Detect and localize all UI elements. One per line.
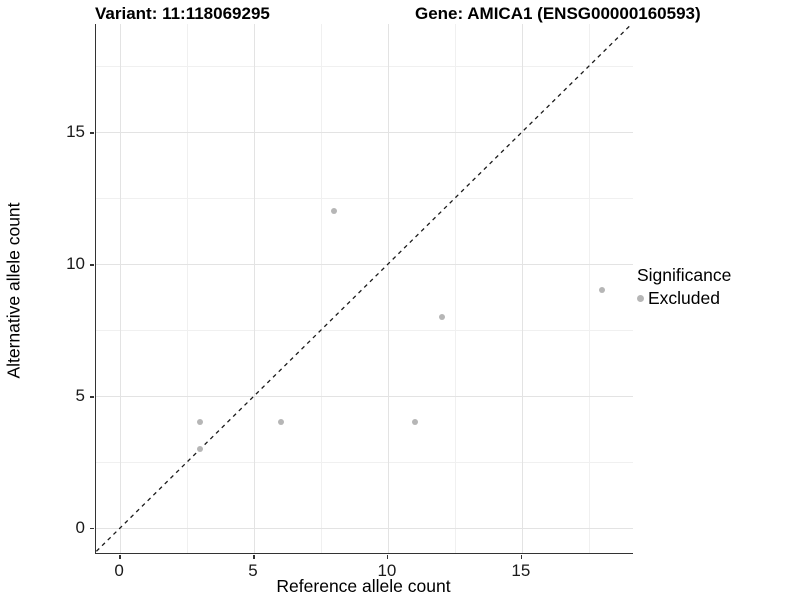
x-axis-tick xyxy=(119,554,121,559)
y-axis-tick xyxy=(89,264,94,266)
identity-line xyxy=(96,24,633,553)
x-axis-tick-label: 5 xyxy=(248,561,258,580)
x-axis-tick xyxy=(520,554,523,559)
x-axis-tick xyxy=(253,554,255,559)
legend-item-excluded: Excluded xyxy=(637,288,731,309)
y-axis-tick xyxy=(89,527,94,530)
minor-gridline-horizontal xyxy=(96,330,633,332)
major-gridline-vertical xyxy=(120,24,122,553)
data-point xyxy=(331,208,338,215)
data-point xyxy=(438,313,445,320)
plot-title-variant: Variant: 11:118069295 xyxy=(95,4,270,23)
plot-panel xyxy=(95,24,633,554)
x-axis-tick xyxy=(386,554,389,559)
x-axis-tick-label: 0 xyxy=(114,561,124,580)
major-gridline-vertical xyxy=(387,24,389,553)
legend-title: Significance xyxy=(637,265,732,285)
data-point xyxy=(411,419,418,426)
legend-item-label: Excluded xyxy=(648,288,720,308)
y-axis-title: Alternative allele count xyxy=(3,202,24,379)
y-axis-tick-label: 10 xyxy=(66,254,85,274)
x-axis-title: Reference allele count xyxy=(276,576,451,596)
plot-title-gene: Gene: AMICA1 (ENSG00000160593) xyxy=(415,4,701,23)
minor-gridline-vertical xyxy=(454,24,456,553)
major-gridline-vertical xyxy=(254,24,256,553)
minor-gridline-horizontal xyxy=(96,461,633,463)
major-gridline-horizontal xyxy=(96,264,633,266)
major-gridline-vertical xyxy=(521,24,523,553)
data-point xyxy=(197,445,204,452)
x-axis-tick-label: 10 xyxy=(377,561,397,580)
minor-gridline-vertical xyxy=(320,24,322,553)
data-point xyxy=(197,419,204,426)
data-point xyxy=(277,419,284,426)
major-gridline-horizontal xyxy=(96,527,633,529)
minor-gridline-vertical xyxy=(187,24,189,553)
minor-gridline-vertical xyxy=(588,24,590,553)
legend-key-dot-icon xyxy=(637,295,644,302)
y-axis-tick xyxy=(89,132,94,134)
data-point xyxy=(599,287,606,294)
x-axis-tick-label: 15 xyxy=(511,561,531,580)
major-gridline-horizontal xyxy=(96,132,633,134)
y-axis-tick-label: 15 xyxy=(66,122,85,142)
y-axis-tick xyxy=(89,396,94,398)
y-axis-tick-label: 5 xyxy=(75,386,85,405)
major-gridline-horizontal xyxy=(96,396,633,397)
legend: Significance Excluded xyxy=(637,265,731,309)
minor-gridline-horizontal xyxy=(96,66,633,68)
minor-gridline-horizontal xyxy=(96,198,633,200)
y-axis-tick-label: 0 xyxy=(75,517,85,537)
